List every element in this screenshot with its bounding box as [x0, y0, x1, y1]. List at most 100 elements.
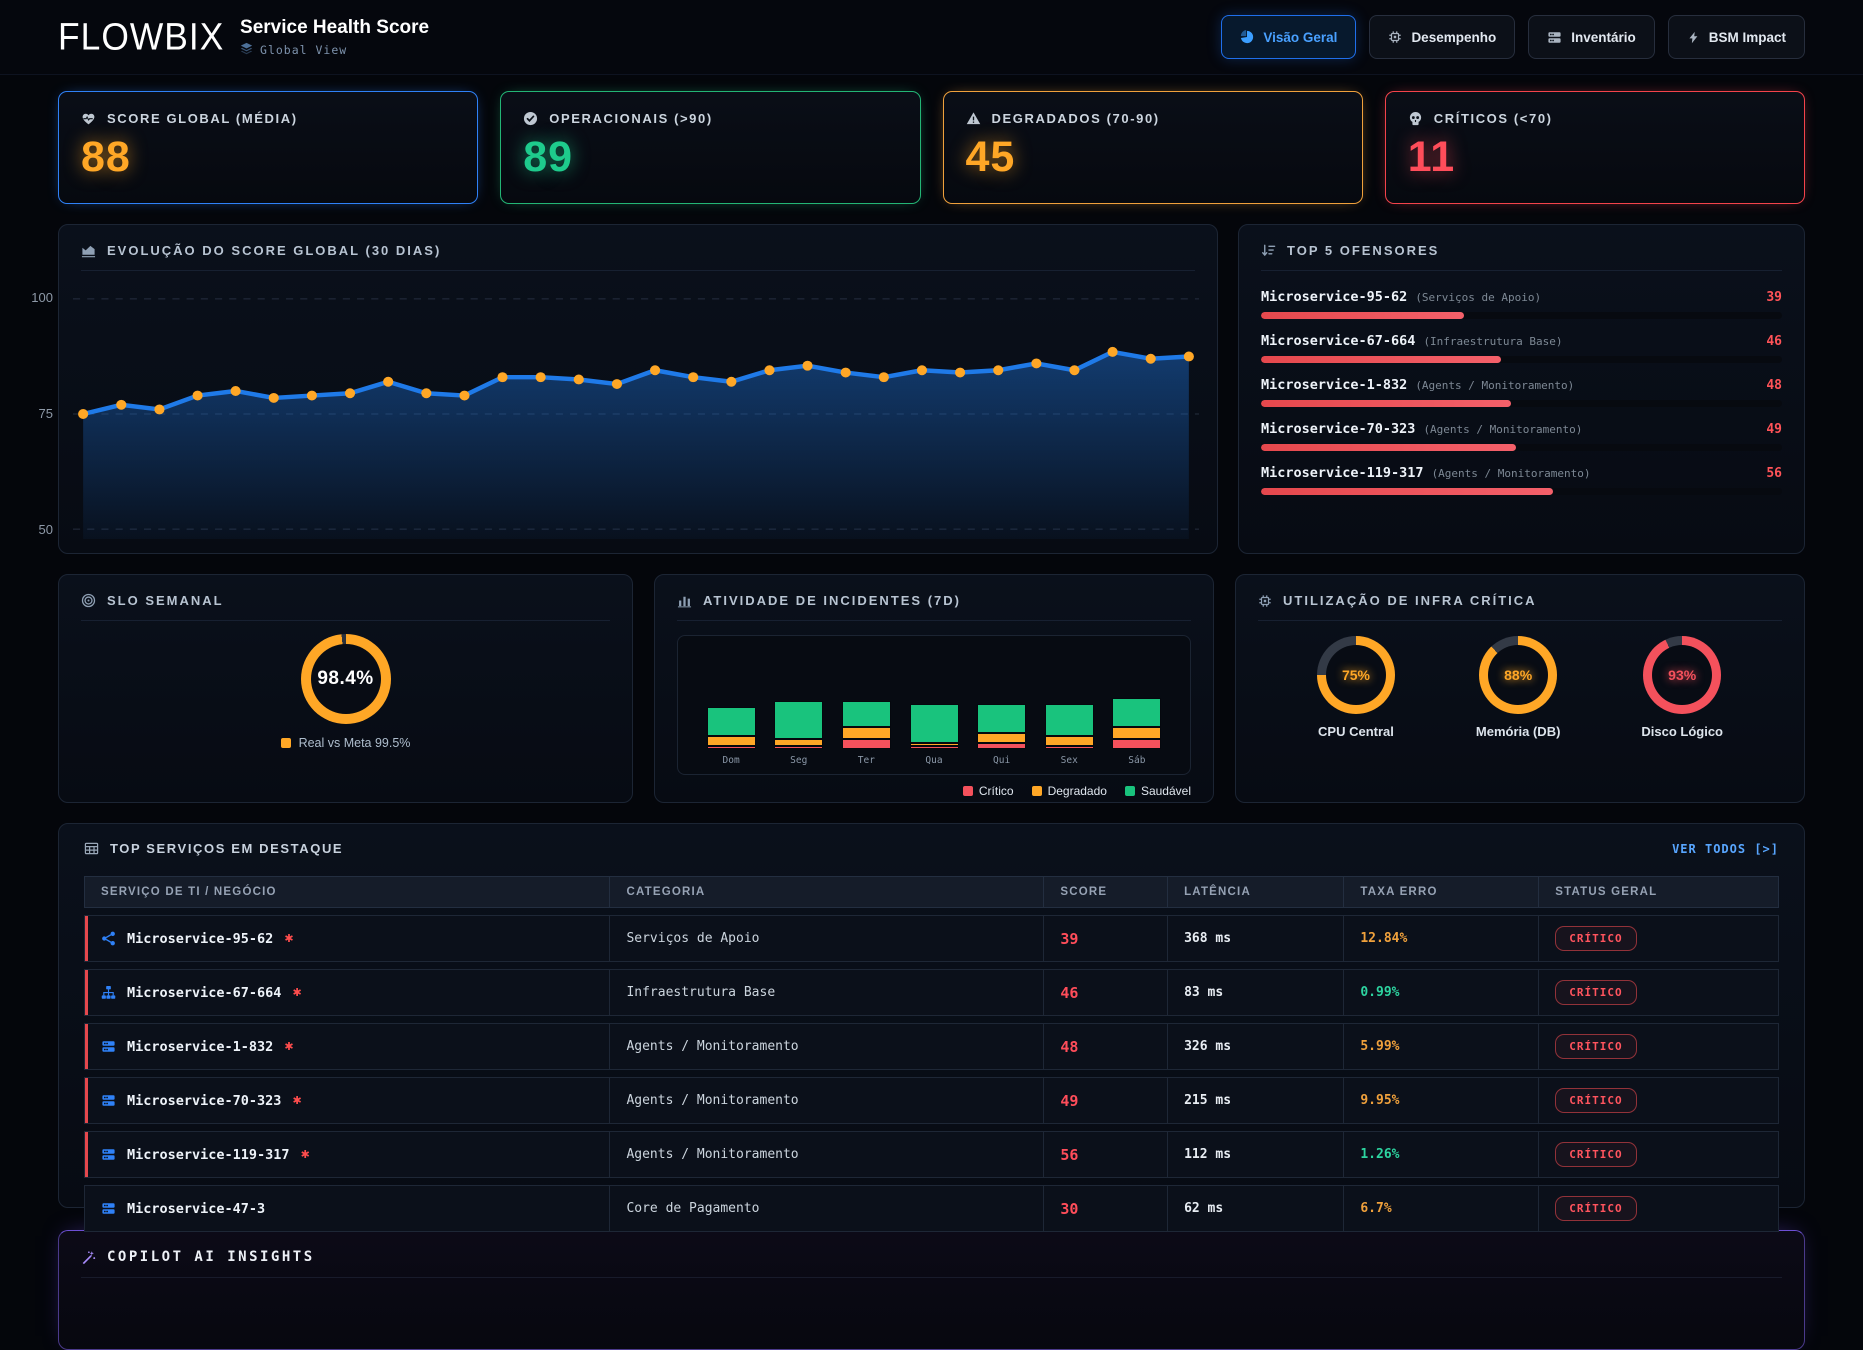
offender-name: Microservice-95-62 — [1261, 289, 1408, 305]
incident-bar — [977, 704, 1027, 749]
services-table-panel: TOP SERVIÇOS EM DESTAQUE VER TODOS [>] S… — [58, 823, 1805, 1232]
sort-descending-icon — [1261, 243, 1276, 258]
offender-item: Microservice-70-323 (Agents / Monitorame… — [1261, 421, 1782, 451]
sitemap-icon — [101, 985, 116, 1000]
nav-tab[interactable]: Desempenho — [1369, 15, 1516, 59]
incident-bar — [1044, 704, 1094, 749]
offender-bar-track — [1261, 356, 1782, 363]
service-latency: 83 ms — [1167, 969, 1344, 1016]
x-axis-label: Qua — [925, 755, 943, 766]
legend-item: Saudável — [1124, 784, 1191, 798]
infra-gauge-label: Disco Lógico — [1641, 724, 1723, 739]
bar-segment-degradado — [706, 736, 756, 746]
nav-tabs: Visão Geral Desempenho Inventário BSM Im… — [1221, 15, 1805, 59]
service-latency: 368 ms — [1167, 915, 1344, 962]
infra-gauge-item: 75% CPU Central — [1316, 636, 1395, 739]
divider — [1261, 270, 1782, 271]
incident-bar-group: Sex — [1044, 636, 1094, 766]
table-row[interactable]: Microservice-95-62 ✱ Serviços de Apoio 3… — [84, 915, 1779, 962]
offender-item: Microservice-119-317 (Agents / Monitoram… — [1261, 465, 1782, 495]
service-error-rate: 1.26% — [1343, 1131, 1539, 1178]
offender-name: Microservice-119-317 — [1261, 465, 1424, 481]
warning-triangle-icon — [966, 111, 981, 126]
y-axis-tick: 75 — [38, 406, 53, 421]
server-icon — [1547, 30, 1562, 45]
offender-bar — [1261, 312, 1465, 319]
legend-item: Crítico — [962, 784, 1014, 798]
view-all-link[interactable]: VER TODOS [>] — [1672, 841, 1779, 856]
incidents-header: ATIVIDADE DE INCIDENTES (7D) — [655, 575, 1213, 608]
bar-segment-degradado — [977, 733, 1027, 743]
infra-gauge-item: 88% Memória (DB) — [1476, 636, 1560, 739]
table-row[interactable]: Microservice-119-317 ✱ Agents / Monitora… — [84, 1131, 1779, 1178]
service-latency: 112 ms — [1167, 1131, 1344, 1178]
infra-gauge-value: 75% — [1341, 667, 1370, 683]
legend-swatch — [962, 786, 973, 796]
service-name: Microservice-119-317 — [127, 1146, 290, 1163]
share-nodes-icon — [101, 931, 116, 946]
service-category: Infraestrutura Base — [609, 969, 1044, 1016]
bar-segment-crítico — [1112, 739, 1162, 749]
kpi-card: DEGRADADOS (70-90) 45 — [942, 91, 1363, 204]
status-badge: CRÍTICO — [1555, 1034, 1637, 1059]
status-badge: CRÍTICO — [1555, 926, 1637, 951]
legend-label: Degradado — [1047, 784, 1107, 798]
incidents-panel: ATIVIDADE DE INCIDENTES (7D) Dom Seg Ter Qu… — [654, 574, 1214, 803]
nav-tab[interactable]: BSM Impact — [1667, 15, 1805, 59]
offender-name: Microservice-70-323 — [1261, 421, 1416, 437]
service-latency: 62 ms — [1167, 1185, 1344, 1232]
score-line-chart: 100 75 50 — [31, 289, 1199, 539]
service-error-rate: 9.95% — [1343, 1077, 1539, 1124]
nav-tab-label: Inventário — [1571, 29, 1636, 45]
bar-segment-degradado — [909, 742, 959, 746]
slo-body: 98.4% Real vs Meta 99.5% — [59, 621, 632, 750]
bar-segment-degradado — [841, 726, 891, 740]
incident-bar — [1112, 697, 1162, 749]
divider — [81, 1277, 1782, 1278]
services-table-header: TOP SERVIÇOS EM DESTAQUE VER TODOS [>] — [84, 824, 1779, 856]
infra-gauge: 75% — [1316, 636, 1395, 714]
check-circle-icon — [523, 111, 538, 126]
y-axis-tick: 100 — [31, 290, 53, 305]
bar-segment-degradado — [1112, 726, 1162, 740]
table-row[interactable]: Microservice-67-664 ✱ Infraestrutura Bas… — [84, 969, 1779, 1016]
offender-name: Microservice-1-832 — [1261, 377, 1408, 393]
incident-bar — [774, 701, 824, 749]
infra-title: UTILIZAÇÃO DE INFRA CRÍTICA — [1283, 593, 1537, 608]
x-axis-label: Sex — [1060, 755, 1078, 766]
kpi-value: 88 — [81, 133, 131, 181]
status-badge: CRÍTICO — [1555, 1088, 1637, 1113]
offender-bar-track — [1261, 312, 1782, 319]
offenders-list: Microservice-95-62 (Serviços de Apoio) 3… — [1239, 271, 1804, 495]
status-badge: CRÍTICO — [1555, 1196, 1637, 1221]
services-table-title: TOP SERVIÇOS EM DESTAQUE — [110, 841, 344, 856]
bar-segment-degradado — [774, 739, 824, 746]
infra-gauge-label: CPU Central — [1318, 724, 1394, 739]
table-row[interactable]: Microservice-1-832 ✱ Agents / Monitorame… — [84, 1023, 1779, 1070]
chip-icon — [1388, 30, 1402, 44]
top-offenders-header: TOP 5 OFENSORES — [1239, 225, 1804, 258]
score-trend-title: EVOLUÇÃO DO SCORE GLOBAL (30 DIAS) — [107, 243, 442, 258]
table-row[interactable]: Microservice-70-323 ✱ Agents / Monitoram… — [84, 1077, 1779, 1124]
offender-score: 56 — [1766, 466, 1782, 481]
table-header-row: SERVIÇO DE TI / NEGÓCIO CATEGORIA SCORE LAT… — [84, 876, 1779, 908]
subtitle-label: Global View — [260, 42, 348, 57]
infra-gauge-value: 88% — [1504, 667, 1533, 683]
kpi-card: OPERACIONAIS (>90) 89 — [500, 91, 921, 204]
legend-swatch — [1031, 786, 1042, 796]
legend-item: Degradado — [1031, 784, 1107, 798]
infra-gauge-value: 93% — [1668, 667, 1697, 683]
column-header: STATUS GERAL — [1538, 876, 1779, 908]
bar-segment-saudável — [774, 701, 824, 740]
service-name: Microservice-67-664 — [127, 984, 282, 1001]
nav-tab[interactable]: Visão Geral — [1221, 15, 1357, 59]
critical-flag-icon: ✱ — [292, 1095, 302, 1107]
offender-bar — [1261, 400, 1512, 407]
table-row[interactable]: Microservice-47-3 ✱ Core de Pagamento 30… — [84, 1185, 1779, 1232]
legend-label: Saudável — [1140, 784, 1191, 798]
legend-swatch — [1124, 786, 1135, 796]
service-name: Microservice-70-323 — [127, 1092, 282, 1109]
nav-tab[interactable]: Inventário — [1528, 15, 1655, 59]
page-subtitle: Global View — [240, 42, 429, 58]
infra-gauge: 93% — [1643, 636, 1722, 714]
